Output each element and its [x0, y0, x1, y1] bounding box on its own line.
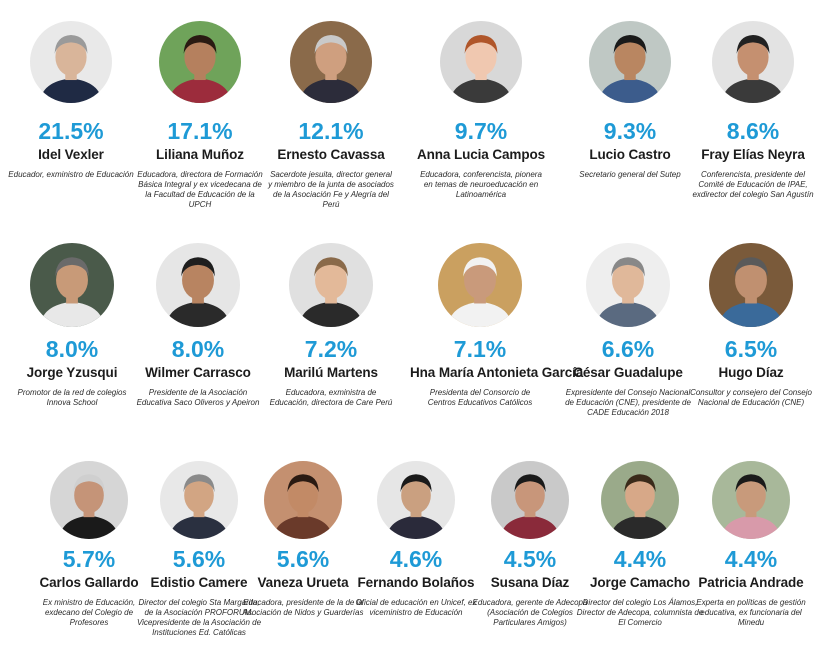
percent-value: 4.5%	[503, 546, 557, 572]
percent-value: 5.7%	[62, 546, 116, 572]
person-description: Educador, exministro de Educación	[8, 170, 134, 179]
person-description: Presidente de la Asociación Educativa Sa…	[136, 388, 260, 407]
avatar-jorge-camacho	[601, 461, 679, 539]
person-name: Wilmer Carrasco	[145, 365, 251, 380]
percent-value: 8.6%	[726, 118, 780, 144]
percent-value: 17.1%	[167, 118, 233, 144]
person-description: Sacerdote jesuita, director general y mi…	[268, 170, 394, 209]
person-name: Carlos Gallardo	[39, 575, 139, 590]
person-description: Educadora, exministra de Educación, dire…	[269, 388, 393, 407]
person-name: Anna Lucia Campos	[416, 147, 546, 162]
percent-value: 6.6%	[601, 336, 655, 362]
person-description: Conferencista, presidente del Comité de …	[692, 170, 814, 199]
person-card-lucio-castro: 9.3% Lucio Castro Secretario general del S…	[560, 118, 700, 180]
person-name: Edistio Camere	[150, 575, 248, 590]
person-description: Educadora, conferencista, pionera en tem…	[420, 170, 542, 199]
person-card-liliana-munoz: 17.1% Liliana Muñoz Educadora, directora d…	[130, 118, 270, 210]
person-card-idel-vexler: 21.5% Idel Vexler Educador, exministro de …	[1, 118, 141, 180]
person-description: Secretario general del Sutep	[579, 170, 681, 179]
person-name: Jorge Camacho	[590, 575, 690, 590]
percent-value: 4.4%	[613, 546, 667, 572]
person-name: Hna María Antonieta García	[410, 365, 584, 380]
person-description: Expresidente del Consejo Nacional de Edu…	[565, 388, 691, 417]
person-card-fernando-bolanos: 4.6% Fernando Bolaños Oficial de educación…	[346, 546, 486, 618]
person-description: Director del colegio Los Álamos, Directo…	[576, 598, 704, 627]
person-description: Experta en políticas de gestión educativ…	[696, 598, 806, 627]
avatar-anna-lucia-campos	[440, 21, 522, 103]
person-description: Consultor y consejero del Consejo Nacion…	[690, 388, 812, 407]
person-card-jorge-camacho: 4.4% Jorge Camacho Director del colegio Lo…	[570, 546, 710, 628]
avatar-vaneza-urueta	[264, 461, 342, 539]
avatar-cesar-guadalupe	[586, 243, 670, 327]
person-description: Director del colegio Sta Margarita, de l…	[136, 598, 262, 637]
percent-value: 9.7%	[454, 118, 508, 144]
person-name: Jorge Yzusqui	[26, 365, 118, 380]
person-card-anna-lucia-campos: 9.7% Anna Lucia Campos Educadora, conferen…	[411, 118, 551, 200]
person-name: Liliana Muñoz	[156, 147, 244, 162]
avatar-edistio-camere	[160, 461, 238, 539]
percent-value: 9.3%	[603, 118, 657, 144]
person-name: Marilú Martens	[284, 365, 378, 380]
person-name: César Guadalupe	[573, 365, 683, 380]
person-name: Fray Elías Neyra	[701, 147, 805, 162]
percent-value: 12.1%	[298, 118, 364, 144]
avatar-wilmer-carrasco	[156, 243, 240, 327]
avatar-marilu-martens	[289, 243, 373, 327]
person-card-vaneza-urueta: 5.6% Vaneza Urueta Educadora, presidente d…	[233, 546, 373, 618]
percent-value: 8.0%	[45, 336, 99, 362]
person-name: Hugo Díaz	[718, 365, 784, 380]
percent-value: 4.4%	[724, 546, 778, 572]
avatar-fray-elias-neyra	[712, 21, 794, 103]
percent-value: 5.6%	[276, 546, 330, 572]
person-card-hna-maria-antonieta-garcia: 7.1% Hna María Antonieta García Presidenta…	[410, 336, 584, 408]
person-description: Promotor de la red de colegios Innova Sc…	[17, 388, 127, 407]
person-description: Presidenta del Consorcio de Centros Educ…	[427, 388, 533, 407]
person-description: Educadora, directora de Formación Básica…	[137, 170, 263, 209]
person-card-hugo-diaz: 6.5% Hugo Díaz Consultor y consejero del C…	[681, 336, 821, 408]
person-name: Susana Díaz	[490, 575, 570, 590]
avatar-susana-diaz	[491, 461, 569, 539]
percent-value: 4.6%	[389, 546, 443, 572]
avatar-ernesto-cavassa	[290, 21, 372, 103]
avatar-liliana-munoz	[159, 21, 241, 103]
avatar-carlos-gallardo	[50, 461, 128, 539]
percent-value: 7.1%	[453, 336, 507, 362]
person-card-cesar-guadalupe: 6.6% César Guadalupe Expresidente del Cons…	[558, 336, 698, 418]
person-name: Idel Vexler	[38, 147, 104, 162]
person-card-edistio-camere: 5.6% Edistio Camere Director del colegio S…	[129, 546, 269, 638]
person-description: Educadora, presidente de la de la Asocia…	[242, 598, 364, 617]
person-card-fray-elias-neyra: 8.6% Fray Elías Neyra Conferencista, presi…	[683, 118, 823, 200]
percent-value: 8.0%	[171, 336, 225, 362]
person-name: Fernando Bolaños	[357, 575, 475, 590]
percent-value: 21.5%	[38, 118, 104, 144]
avatar-hna-maria-antonieta-garcia	[438, 243, 522, 327]
avatar-lucio-castro	[589, 21, 671, 103]
percent-value: 7.2%	[304, 336, 358, 362]
person-description: Oficial de educación en Unicef, ex vicem…	[355, 598, 477, 617]
percent-value: 6.5%	[724, 336, 778, 362]
avatar-patricia-andrade	[712, 461, 790, 539]
person-description: Ex ministro de Educación, exdecano del C…	[42, 598, 136, 627]
person-card-ernesto-cavassa: 12.1% Ernesto Cavassa Sacerdote jesuita, d…	[261, 118, 401, 210]
person-description: Educadora, gerente de Adecopa (Asociació…	[472, 598, 588, 627]
person-name: Lucio Castro	[589, 147, 671, 162]
avatar-idel-vexler	[30, 21, 112, 103]
person-card-marilu-martens: 7.2% Marilú Martens Educadora, exministra …	[261, 336, 401, 408]
person-card-susana-diaz: 4.5% Susana Díaz Educadora, gerente de Ade…	[460, 546, 600, 628]
avatar-jorge-yzusqui	[30, 243, 114, 327]
person-card-carlos-gallardo: 5.7% Carlos Gallardo Ex ministro de Educac…	[19, 546, 159, 628]
percent-value: 5.6%	[172, 546, 226, 572]
person-card-wilmer-carrasco: 8.0% Wilmer Carrasco Presidente de la Asoc…	[128, 336, 268, 408]
person-name: Ernesto Cavassa	[277, 147, 385, 162]
person-name: Patricia Andrade	[698, 575, 804, 590]
avatar-hugo-diaz	[709, 243, 793, 327]
person-card-jorge-yzusqui: 8.0% Jorge Yzusqui Promotor de la red de c…	[2, 336, 142, 408]
avatar-fernando-bolanos	[377, 461, 455, 539]
person-name: Vaneza Urueta	[257, 575, 349, 590]
person-card-patricia-andrade: 4.4% Patricia Andrade Experta en políticas…	[681, 546, 821, 628]
